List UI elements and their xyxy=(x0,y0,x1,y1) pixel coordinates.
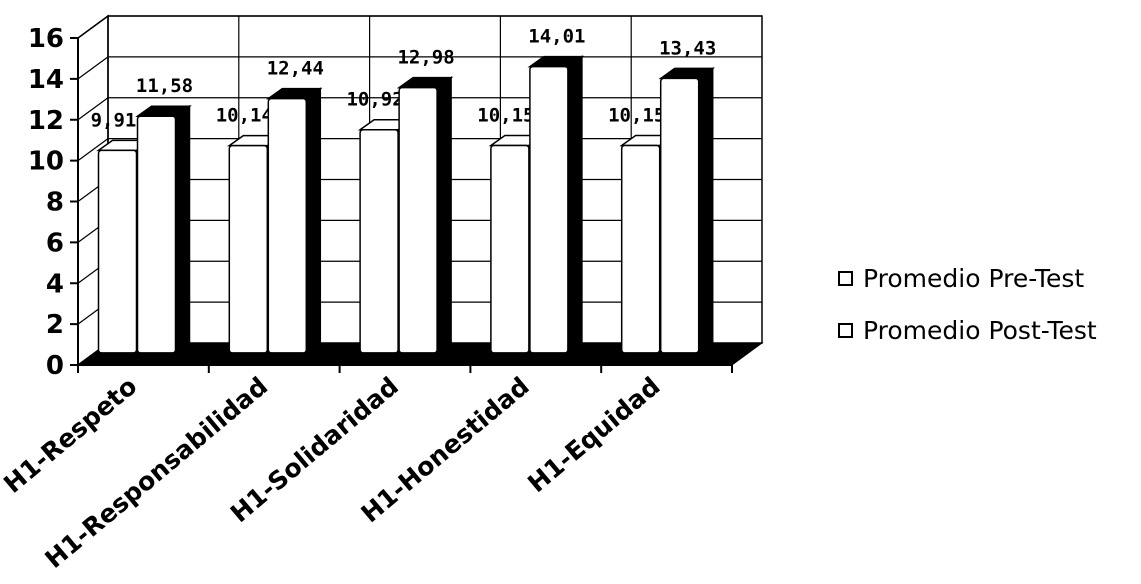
bar xyxy=(359,128,399,354)
bar xyxy=(136,115,177,354)
y-tick-label: 4 xyxy=(46,269,64,299)
bar xyxy=(620,144,661,354)
bar xyxy=(529,65,569,354)
data-label: 10,15 xyxy=(608,104,665,126)
y-tick-label: 16 xyxy=(28,24,64,54)
data-label: 13,43 xyxy=(659,37,716,59)
data-label: 12,98 xyxy=(397,47,454,69)
y-tick-label: 8 xyxy=(46,188,64,218)
data-label: 10,15 xyxy=(477,104,534,126)
data-label: 10,14 xyxy=(216,105,273,127)
x-tick-label: H1-Equidad xyxy=(522,371,665,498)
data-label: 14,01 xyxy=(528,26,585,48)
bar xyxy=(398,86,438,354)
y-tick-label: 10 xyxy=(28,147,64,177)
legend-swatch-pre-test xyxy=(838,270,853,286)
bar xyxy=(228,144,269,354)
y-tick-label: 14 xyxy=(28,65,64,95)
bar xyxy=(659,77,700,354)
legend: Promedio Pre-Test Promedio Post-Test xyxy=(838,258,1097,362)
bar-side xyxy=(305,87,322,355)
data-label: 12,44 xyxy=(267,58,324,80)
legend-item-pre-test: Promedio Pre-Test xyxy=(838,258,1097,298)
data-label: 11,58 xyxy=(136,75,193,97)
y-tick-label: 2 xyxy=(46,310,64,340)
bar-side xyxy=(697,66,714,355)
data-label: 9,91 xyxy=(91,109,137,131)
legend-label-pre-test: Promedio Pre-Test xyxy=(863,263,1085,293)
x-tick-label: H1-Respeto xyxy=(0,371,142,498)
bar xyxy=(490,144,530,354)
bar-side xyxy=(174,104,191,355)
bar-side xyxy=(567,55,583,355)
y-tick-label: 6 xyxy=(46,228,64,258)
legend-item-post-test: Promedio Post-Test xyxy=(838,310,1097,350)
x-tick-label: H1-Responsabilidad xyxy=(40,371,274,574)
bar-side xyxy=(436,76,452,355)
y-tick-label: 12 xyxy=(28,106,64,136)
data-label: 10,92 xyxy=(346,89,403,111)
bar xyxy=(267,97,308,354)
y-tick-label: 0 xyxy=(46,351,64,381)
bar xyxy=(97,149,138,354)
legend-label-post-test: Promedio Post-Test xyxy=(863,315,1097,345)
gridline xyxy=(77,15,762,39)
legend-swatch-post-test xyxy=(838,322,853,338)
